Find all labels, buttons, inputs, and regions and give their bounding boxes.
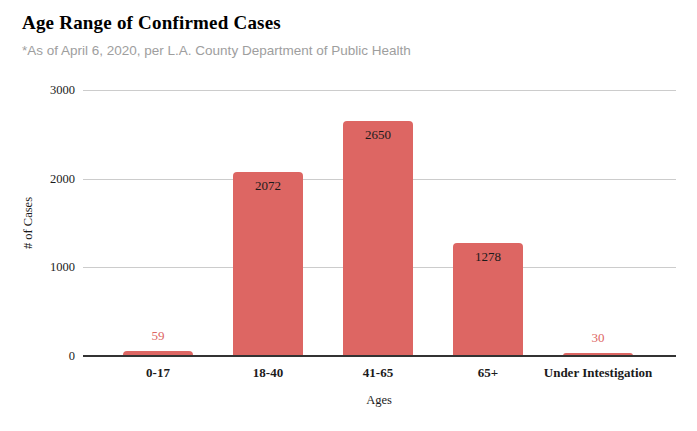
y-tick-label-3000: 3000 — [15, 83, 75, 98]
y-tick-label-2000: 2000 — [15, 171, 75, 186]
bar-value-label: 30 — [548, 330, 648, 346]
gridline-3000 — [83, 90, 676, 91]
x-tick-label: Under Intestigation — [523, 365, 673, 381]
plot-area: 590-17207218-40265041-65127865+30Under I… — [83, 90, 676, 356]
bar-18-40 — [233, 172, 303, 356]
chart-canvas: Age Range of Confirmed Cases *As of Apri… — [0, 0, 697, 431]
bar-value-label: 59 — [108, 328, 208, 344]
bar-41-65 — [343, 121, 413, 356]
x-axis-line — [83, 355, 676, 357]
chart-subtitle: *As of April 6, 2020, per L.A. County De… — [22, 43, 411, 58]
y-tick-label-1000: 1000 — [15, 260, 75, 275]
y-axis-labels: 0100020003000 — [0, 90, 83, 356]
y-tick-label-0: 0 — [15, 349, 75, 364]
chart-title: Age Range of Confirmed Cases — [22, 12, 281, 34]
bar-value-label: 2650 — [328, 127, 428, 143]
bar-value-label: 2072 — [218, 178, 318, 194]
bar-value-label: 1278 — [438, 249, 538, 265]
x-axis-title: Ages — [329, 393, 429, 408]
